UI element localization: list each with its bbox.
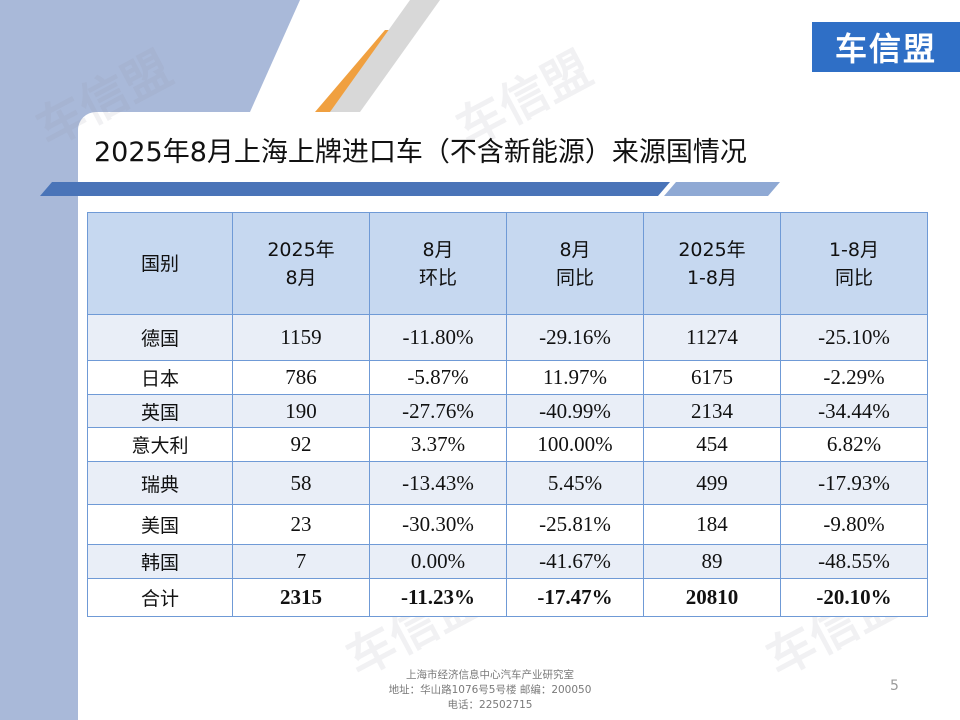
footer-org: 上海市经济信息中心汽车产业研究室 <box>406 669 574 681</box>
cell-ytd-yoy: 6.82% <box>780 427 928 462</box>
cell-country: 意大利 <box>87 427 233 462</box>
cell-yoy: -41.67% <box>506 544 644 579</box>
header-aug-mom: 8月 环比 <box>369 212 507 315</box>
cell-aug: 23 <box>232 504 370 545</box>
header-ytd-yoy: 1-8月 同比 <box>780 212 928 315</box>
footer-address: 地址：华山路1076号5号楼 邮编：200050 <box>388 684 592 696</box>
cell-mom: 3.37% <box>369 427 507 462</box>
footer-phone: 电话：22502715 <box>447 699 533 711</box>
header-country: 国别 <box>87 212 233 315</box>
table-row: 美国 23 -30.30% -25.81% 184 -9.80% <box>87 504 928 545</box>
cell-ytd-yoy: -2.29% <box>780 360 928 395</box>
cell-aug: 58 <box>232 461 370 505</box>
cell-ytd-yoy: -17.93% <box>780 461 928 505</box>
cell-ytd-yoy: -48.55% <box>780 544 928 579</box>
table-row: 瑞典 58 -13.43% 5.45% 499 -17.93% <box>87 461 928 505</box>
header-ytd-volume: 2025年 1-8月 <box>643 212 781 315</box>
cell-yoy: 11.97% <box>506 360 644 395</box>
title-underline-bar <box>40 182 780 196</box>
cell-mom: -5.87% <box>369 360 507 395</box>
cell-ytd-yoy: -25.10% <box>780 314 928 361</box>
cell-mom: -11.80% <box>369 314 507 361</box>
cell-country: 韩国 <box>87 544 233 579</box>
import-source-table: 国别 2025年 8月 8月 环比 8月 同比 2025年 1-8月 1-8月 同比 德国… <box>87 212 928 617</box>
cell-country: 合计 <box>87 578 233 617</box>
cell-ytd: 2134 <box>643 394 781 428</box>
cell-ytd: 6175 <box>643 360 781 395</box>
cell-yoy: 100.00% <box>506 427 644 462</box>
brand-logo-text: 车信盟 <box>834 30 937 68</box>
cell-aug: 92 <box>232 427 370 462</box>
table-row: 英国 190 -27.76% -40.99% 2134 -34.44% <box>87 394 928 428</box>
cell-mom: -13.43% <box>369 461 507 505</box>
page-title: 2025年8月上海上牌进口车（不含新能源）来源国情况 <box>94 137 747 168</box>
cell-aug: 2315 <box>232 578 370 617</box>
gray-diagonal-stripe <box>330 0 440 112</box>
page-number: 5 <box>890 678 899 694</box>
header-aug-yoy: 8月 同比 <box>506 212 644 315</box>
cell-ytd: 89 <box>643 544 781 579</box>
footer-contact: 上海市经济信息中心汽车产业研究室 地址：华山路1076号5号楼 邮编：20005… <box>360 668 620 713</box>
table-row: 日本 786 -5.87% 11.97% 6175 -2.29% <box>87 360 928 395</box>
table-total-row: 合计 2315 -11.23% -17.47% 20810 -20.10% <box>87 578 928 617</box>
cell-country: 美国 <box>87 504 233 545</box>
cell-mom: -27.76% <box>369 394 507 428</box>
cell-yoy: -29.16% <box>506 314 644 361</box>
cell-aug: 7 <box>232 544 370 579</box>
white-diagonal-stripe <box>250 0 380 112</box>
cell-ytd: 499 <box>643 461 781 505</box>
table-row: 德国 1159 -11.80% -29.16% 11274 -25.10% <box>87 314 928 361</box>
cell-yoy: -25.81% <box>506 504 644 545</box>
cell-ytd: 20810 <box>643 578 781 617</box>
table-header-row: 国别 2025年 8月 8月 环比 8月 同比 2025年 1-8月 1-8月 同比 <box>87 212 928 315</box>
cell-yoy: 5.45% <box>506 461 644 505</box>
cell-ytd-yoy: -9.80% <box>780 504 928 545</box>
cell-mom: -11.23% <box>369 578 507 617</box>
cell-country: 瑞典 <box>87 461 233 505</box>
cell-country: 英国 <box>87 394 233 428</box>
cell-mom: 0.00% <box>369 544 507 579</box>
brand-logo: 车信盟 <box>812 22 960 72</box>
cell-yoy: -40.99% <box>506 394 644 428</box>
table-row: 韩国 7 0.00% -41.67% 89 -48.55% <box>87 544 928 579</box>
cell-yoy: -17.47% <box>506 578 644 617</box>
cell-mom: -30.30% <box>369 504 507 545</box>
header-aug-volume: 2025年 8月 <box>232 212 370 315</box>
cell-country: 日本 <box>87 360 233 395</box>
cell-aug: 1159 <box>232 314 370 361</box>
cell-ytd: 184 <box>643 504 781 545</box>
cell-ytd: 11274 <box>643 314 781 361</box>
cell-country: 德国 <box>87 314 233 361</box>
cell-ytd-yoy: -20.10% <box>780 578 928 617</box>
cell-ytd-yoy: -34.44% <box>780 394 928 428</box>
cell-ytd: 454 <box>643 427 781 462</box>
cell-aug: 190 <box>232 394 370 428</box>
table-row: 意大利 92 3.37% 100.00% 454 6.82% <box>87 427 928 462</box>
cell-aug: 786 <box>232 360 370 395</box>
